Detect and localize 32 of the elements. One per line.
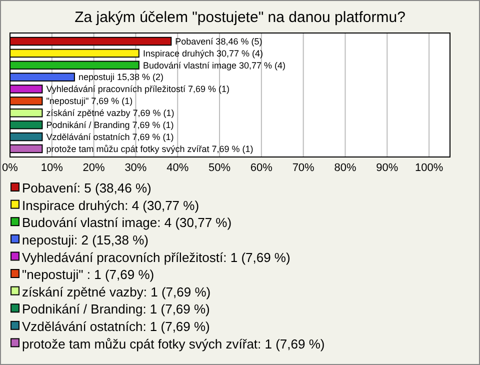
text: Vyhledávání pracovních příležitostí: 1 (7,69 %): [22, 250, 290, 265]
text: "nepostuji" : 1 (7,69 %): [22, 267, 154, 282]
x-tick-label: 40%: [166, 162, 189, 174]
x-tick-label: 70%: [292, 162, 315, 174]
text: Podnikání / Branding: 1 (7,69 %): [22, 302, 210, 317]
data-label: Vzdělávání ostatních 7,69 % (1): [46, 132, 174, 142]
text: Inspirace druhých: 4 (30,77 %): [22, 198, 200, 213]
x-tick-label: 90%: [376, 162, 398, 174]
data-label: Podnikání / Branding 7,69 % (1): [46, 120, 174, 130]
data-label: získání zpětné vazby 7,69 % (1): [46, 108, 174, 118]
x-tick-label: 50%: [208, 162, 231, 174]
text: Pobavení: 5 (38,46 %): [22, 180, 152, 196]
data-label: Vyhledávání pracovních příležitostí 7,69 % (1): [46, 84, 230, 94]
x-tick-label: 80%: [334, 162, 356, 174]
data-label: Inspirace druhých 30,77 % (4): [142, 48, 264, 58]
text: získání zpětné vazby: 1 (7,69 %): [22, 284, 211, 300]
data-label: protože tam můžu cpát fotky svých zvířat 7,69 % (1): [46, 144, 254, 154]
x-tick-label: 60%: [250, 162, 273, 174]
x-tick-label: 0%: [2, 162, 18, 174]
data-label: nepostuji 15,38 % (2): [78, 72, 164, 82]
text: Budování vlastní image: 4 (30,77 %): [22, 215, 232, 230]
chart-title: Za jakým účelem "postujete" na danou platformu?: [74, 9, 406, 26]
data-label: Budování vlastní image 30,77 % (4): [142, 60, 286, 70]
x-tick-label: 10%: [40, 162, 64, 174]
text: nepostuji: 2 (15,38 %): [22, 232, 148, 248]
x-tick-label: 30%: [124, 162, 147, 174]
text: protože tam můžu cpát fotky svých zvířat: 1 (7,69 %): [22, 336, 325, 352]
x-tick-label: 100%: [414, 162, 444, 174]
text: Vzdělávání ostatních: 1 (7,69 %): [22, 318, 210, 334]
x-tick-label: 20%: [82, 162, 106, 174]
data-label: Pobavení 38,46 % (5): [175, 36, 262, 46]
data-label: "nepostuji" 7,69 % (1): [46, 96, 133, 106]
